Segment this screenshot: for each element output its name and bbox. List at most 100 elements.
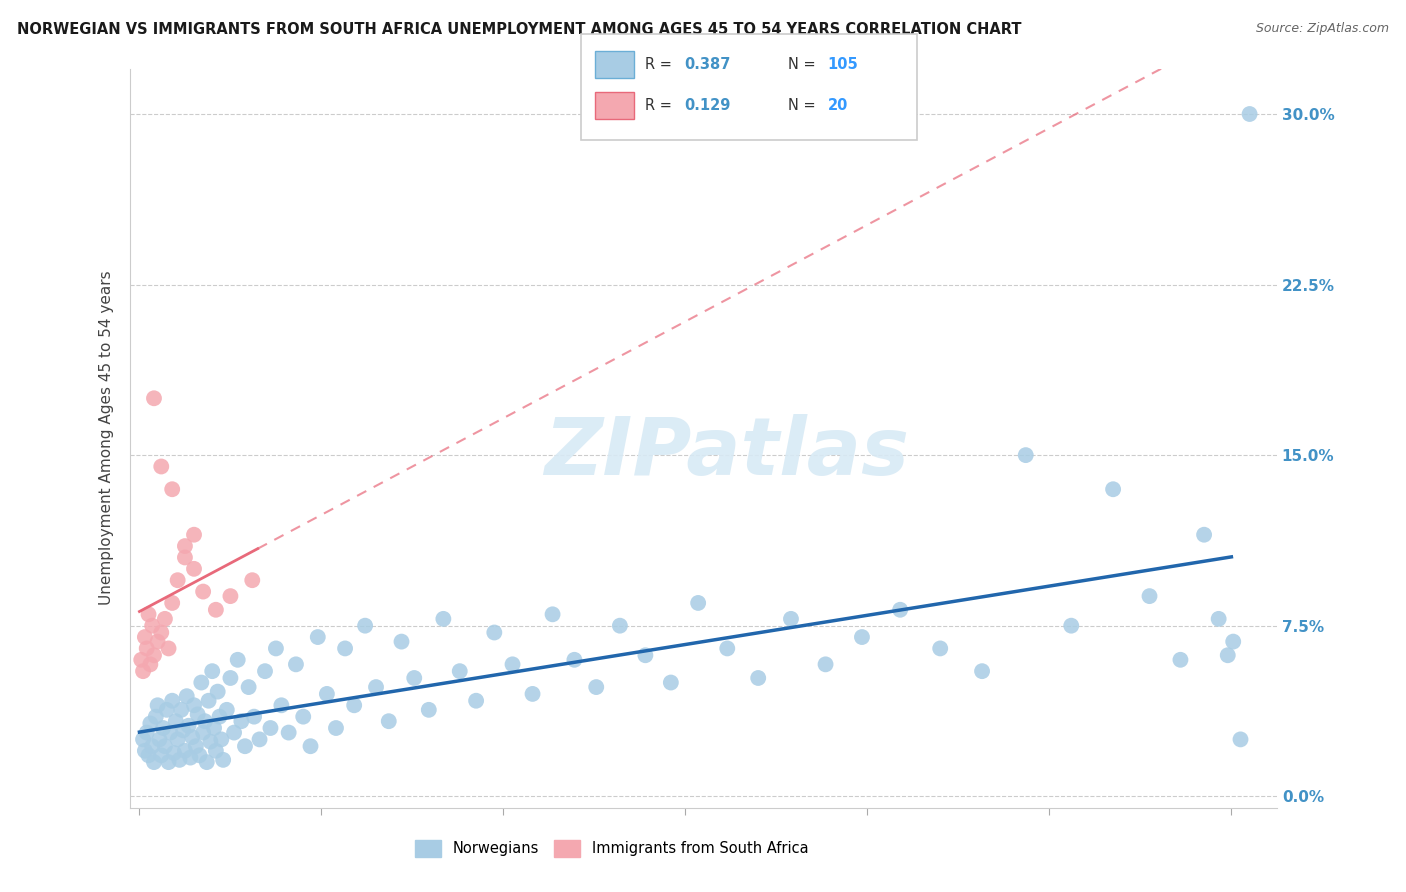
- Point: [364, 680, 387, 694]
- Point: [145, 709, 167, 723]
- Point: [201, 664, 224, 678]
- Point: [191, 584, 214, 599]
- Point: [146, 698, 169, 713]
- Point: [219, 671, 242, 685]
- Point: [157, 755, 180, 769]
- Point: [152, 721, 174, 735]
- Point: [502, 657, 524, 672]
- Point: [264, 641, 287, 656]
- Point: [212, 753, 235, 767]
- Point: [215, 703, 238, 717]
- Point: [970, 664, 993, 678]
- Point: [174, 550, 197, 565]
- Point: [929, 641, 952, 656]
- Point: [139, 716, 162, 731]
- Point: [166, 573, 188, 587]
- Point: [354, 618, 377, 632]
- Text: R =: R =: [645, 57, 676, 71]
- Y-axis label: Unemployment Among Ages 45 to 54 years: Unemployment Among Ages 45 to 54 years: [100, 271, 114, 606]
- Point: [207, 684, 229, 698]
- Point: [378, 714, 401, 729]
- Point: [1139, 589, 1161, 603]
- Point: [134, 744, 156, 758]
- Point: [163, 746, 186, 760]
- Point: [143, 755, 166, 769]
- Point: [1102, 482, 1125, 496]
- Point: [240, 573, 263, 587]
- Point: [177, 719, 200, 733]
- Point: [465, 694, 488, 708]
- Point: [205, 744, 228, 758]
- Point: [780, 612, 803, 626]
- Point: [659, 675, 682, 690]
- Point: [153, 739, 176, 754]
- Point: [174, 539, 197, 553]
- Point: [134, 630, 156, 644]
- Point: [238, 680, 260, 694]
- Point: [143, 391, 166, 405]
- Point: [315, 687, 337, 701]
- Text: 105: 105: [828, 57, 859, 71]
- Legend: Norwegians, Immigrants from South Africa: Norwegians, Immigrants from South Africa: [409, 834, 814, 863]
- Point: [135, 725, 157, 739]
- Point: [138, 748, 160, 763]
- Point: [195, 755, 218, 769]
- Point: [222, 725, 245, 739]
- Point: [747, 671, 769, 685]
- Point: [132, 732, 155, 747]
- Point: [418, 703, 440, 717]
- Text: R =: R =: [645, 98, 676, 112]
- Point: [1229, 732, 1251, 747]
- Point: [1060, 618, 1083, 632]
- Point: [156, 703, 179, 717]
- Point: [585, 680, 607, 694]
- Point: [183, 698, 205, 713]
- Point: [165, 714, 187, 729]
- Point: [1170, 653, 1192, 667]
- Text: 20: 20: [828, 98, 848, 112]
- Point: [277, 725, 299, 739]
- Point: [307, 630, 329, 644]
- Point: [132, 664, 155, 678]
- Point: [1239, 107, 1261, 121]
- Point: [179, 750, 201, 764]
- Point: [176, 689, 198, 703]
- Point: [208, 709, 231, 723]
- Point: [160, 596, 183, 610]
- Point: [190, 675, 212, 690]
- Text: ZIPatlas: ZIPatlas: [544, 414, 910, 491]
- Point: [564, 653, 586, 667]
- Point: [183, 527, 205, 541]
- Point: [184, 739, 207, 754]
- Point: [259, 721, 281, 735]
- Text: Source: ZipAtlas.com: Source: ZipAtlas.com: [1256, 22, 1389, 36]
- Point: [172, 723, 194, 738]
- Point: [157, 641, 180, 656]
- Point: [187, 707, 209, 722]
- Point: [183, 562, 205, 576]
- Point: [284, 657, 307, 672]
- Point: [181, 730, 204, 744]
- Point: [299, 739, 322, 754]
- Point: [253, 664, 276, 678]
- Point: [205, 603, 228, 617]
- Point: [333, 641, 356, 656]
- Point: [188, 748, 211, 763]
- Point: [150, 748, 173, 763]
- Point: [484, 625, 506, 640]
- Point: [169, 753, 191, 767]
- Text: N =: N =: [789, 57, 821, 71]
- Point: [197, 694, 219, 708]
- Point: [522, 687, 544, 701]
- Point: [343, 698, 366, 713]
- Point: [1015, 448, 1038, 462]
- Point: [146, 634, 169, 648]
- Point: [135, 641, 157, 656]
- Point: [138, 607, 160, 622]
- Point: [153, 612, 176, 626]
- Point: [233, 739, 256, 754]
- Point: [160, 694, 183, 708]
- Point: [141, 739, 163, 754]
- Point: [270, 698, 292, 713]
- Point: [129, 653, 152, 667]
